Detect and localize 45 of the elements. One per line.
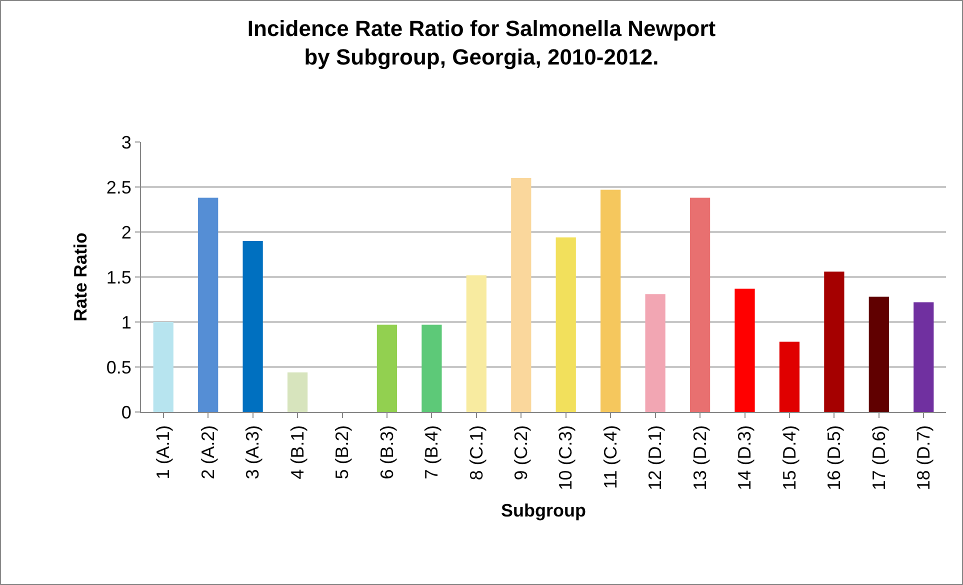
x-tick-label: 12 (D.1) [645, 425, 666, 490]
x-tick-label: 6 (B.3) [376, 425, 397, 480]
y-tick-label: 0 [121, 402, 132, 422]
x-tick-label: 16 (D.5) [824, 425, 844, 490]
bar [734, 288, 755, 412]
x-tick-label: 18 (D.7) [913, 425, 934, 490]
y-tick-label: 2 [121, 222, 132, 242]
chart-title: Incidence Rate Ratio for Salmonella Newport by Subgroup, Georgia, 2010-2012. [247, 16, 716, 70]
bar [600, 190, 621, 412]
y-tick-label: 0.5 [106, 357, 132, 378]
x-tick-label: 5 (B.2) [332, 425, 352, 480]
x-tick-label: 14 (D.3) [734, 425, 755, 490]
x-tick-label: 13 (D.2) [690, 425, 710, 490]
y-axis-title: Rate Ratio [70, 232, 91, 322]
bar [690, 198, 710, 412]
x-tick-label: 3 (A.3) [242, 425, 263, 480]
x-tick-label: 17 (D.6) [868, 425, 889, 490]
x-tick-label: 1 (A.1) [153, 425, 174, 480]
y-tick-label: 1.5 [106, 267, 132, 288]
bar [198, 198, 218, 412]
bar [868, 296, 889, 412]
x-tick-label: 10 (C.3) [556, 425, 576, 490]
y-tick-label: 2.5 [106, 177, 132, 198]
bar [645, 294, 666, 412]
x-tick-label: 15 (D.4) [779, 425, 800, 490]
bar [824, 272, 844, 412]
x-tick-label: 9 (C.2) [510, 425, 531, 480]
bar [287, 372, 308, 412]
bar [466, 275, 486, 412]
x-tick-label: 4 (B.1) [287, 425, 308, 480]
x-tick-label: 2 (A.2) [198, 425, 218, 480]
x-tick-label: 7 (B.4) [422, 425, 442, 480]
bar [914, 302, 934, 412]
bar [422, 324, 442, 412]
bar [376, 324, 398, 412]
y-tick-label: 1 [121, 312, 132, 332]
bar [153, 322, 174, 412]
bar [779, 342, 800, 412]
x-axis-title: Subgroup [501, 500, 586, 520]
bar [556, 237, 576, 412]
bar [511, 178, 532, 412]
x-tick-label: 8 (C.1) [466, 425, 486, 480]
x-tick-label: 11 (C.4) [600, 425, 620, 489]
y-tick-label: 3 [121, 132, 132, 152]
bar [242, 241, 263, 412]
